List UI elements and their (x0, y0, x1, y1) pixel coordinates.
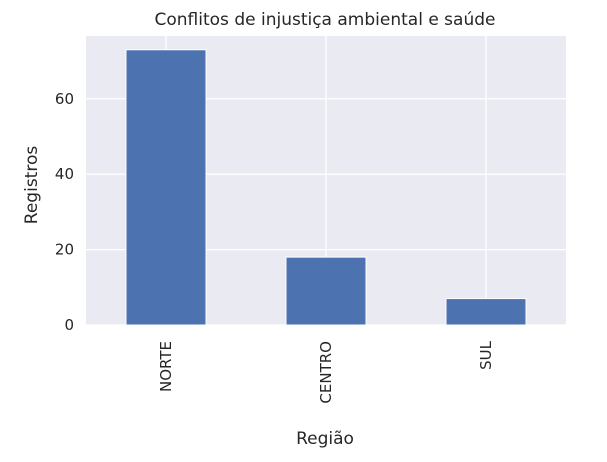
x-axis-label: Região (296, 429, 354, 449)
x-tick-label: SUL (477, 340, 495, 370)
y-tick-label: 40 (55, 165, 74, 183)
bar-sul (445, 298, 527, 326)
y-tick-label: 0 (64, 316, 74, 334)
y-tick-label: 60 (55, 90, 74, 108)
y-axis-ticks: 0 20 40 60 (55, 90, 74, 334)
bar-centro (285, 256, 367, 326)
x-axis-ticks: NORTE CENTRO SUL (157, 340, 495, 403)
x-tick-label: NORTE (157, 341, 175, 392)
y-axis-label: Registros (22, 146, 42, 225)
bars (125, 49, 527, 326)
bar-norte (125, 49, 207, 326)
y-tick-label: 20 (55, 241, 74, 259)
x-tick-label: CENTRO (317, 341, 335, 404)
chart-title: Conflitos de injustiça ambiental e saúde (155, 10, 496, 30)
